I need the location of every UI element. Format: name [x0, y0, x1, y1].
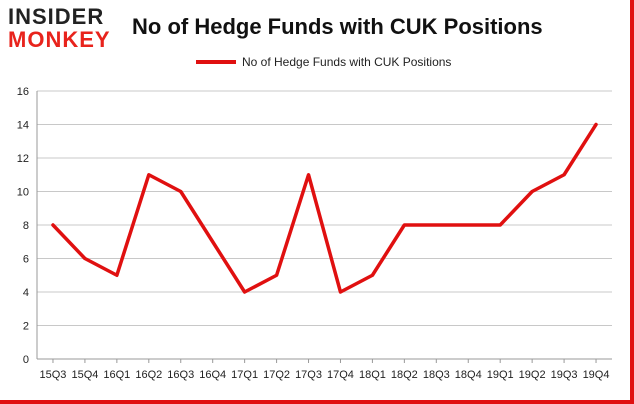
x-tick-label: 17Q4 — [327, 369, 354, 381]
y-tick-label: 12 — [17, 153, 29, 165]
x-tick-label: 19Q1 — [487, 369, 514, 381]
x-tick-label: 19Q4 — [583, 369, 610, 381]
x-tick-label: 16Q3 — [167, 369, 194, 381]
x-tick-label: 17Q2 — [263, 369, 290, 381]
y-tick-label: 14 — [17, 120, 29, 132]
x-tick-label: 16Q1 — [103, 369, 130, 381]
legend-swatch — [196, 60, 236, 64]
y-tick-label: 10 — [17, 187, 29, 199]
x-tick-label: 18Q1 — [359, 369, 386, 381]
y-tick-label: 4 — [23, 287, 29, 299]
x-tick-label: 15Q4 — [71, 369, 98, 381]
logo-line-1: INSIDER — [8, 4, 105, 29]
chart-title: No of Hedge Funds with CUK Positions — [132, 14, 543, 39]
y-tick-label: 16 — [17, 86, 29, 98]
x-tick-label: 19Q3 — [551, 369, 578, 381]
x-tick-label: 19Q2 — [519, 369, 546, 381]
series-line — [51, 122, 598, 294]
y-tick-label: 0 — [23, 354, 29, 366]
y-tick-label: 6 — [23, 254, 29, 266]
y-tick-label: 2 — [23, 321, 29, 333]
x-tick-label: 18Q3 — [423, 369, 450, 381]
x-tick-label: 16Q2 — [135, 369, 162, 381]
legend: No of Hedge Funds with CUK Positions — [196, 55, 451, 69]
x-tick-label: 16Q4 — [199, 369, 226, 381]
logo-line-2: MONKEY — [8, 27, 111, 52]
y-tick-label: 8 — [23, 220, 29, 232]
x-tick-label: 17Q3 — [295, 369, 322, 381]
x-tick-label: 18Q4 — [455, 369, 482, 381]
x-tick-label: 17Q1 — [231, 369, 258, 381]
x-tick-label: 15Q3 — [40, 369, 67, 381]
x-tick-label: 18Q2 — [391, 369, 418, 381]
legend-label: No of Hedge Funds with CUK Positions — [242, 55, 452, 69]
insider-monkey-logo: INSIDER MONKEY — [8, 6, 120, 52]
